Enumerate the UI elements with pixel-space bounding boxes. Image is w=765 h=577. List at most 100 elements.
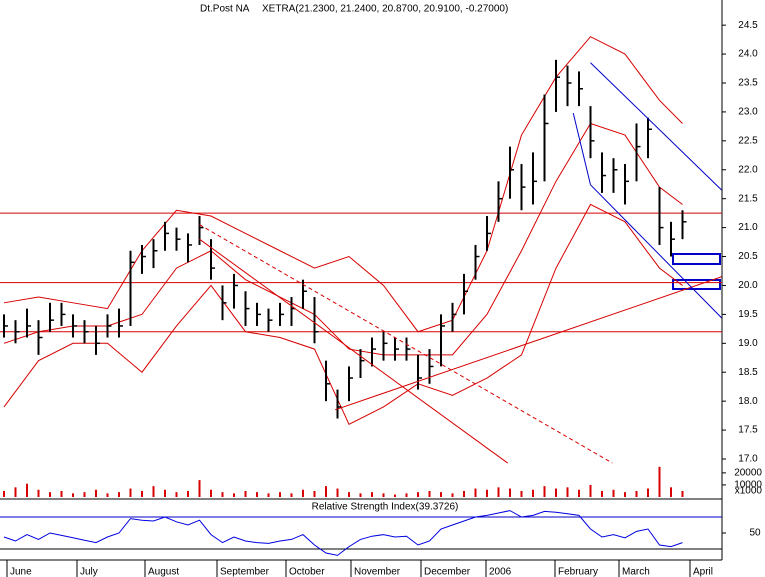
volume-bar	[359, 493, 362, 497]
volume-bar	[49, 492, 51, 497]
volume-bar	[555, 488, 557, 497]
x-tick-label: September	[220, 567, 270, 577]
chart-title: Dt.Post NA	[200, 4, 250, 15]
volume-bar	[175, 492, 178, 497]
volume-bar	[95, 489, 97, 497]
y-tick-label: 22.5	[738, 135, 758, 146]
volume-bar	[37, 489, 40, 497]
y-tick-label: 22.0	[738, 164, 758, 175]
y-tick-label: 18.0	[738, 396, 758, 407]
volume-bar	[256, 492, 258, 497]
volume-bar	[474, 488, 477, 497]
volume-bar	[658, 466, 661, 497]
y-tick-label: 24.5	[738, 20, 758, 31]
y-tick-label: 10000	[734, 480, 762, 491]
volume-bar	[624, 492, 626, 497]
volume-bar	[279, 492, 281, 497]
volume-bar	[72, 493, 74, 497]
x-tick-label: July	[80, 567, 98, 577]
volume-bar	[382, 493, 385, 497]
trendline	[335, 276, 722, 411]
rsi-title: Relative Strength Index(39.3726)	[312, 502, 459, 513]
volume-bar	[394, 494, 396, 497]
y-tick-label: 17.0	[738, 454, 758, 465]
volume-bar	[129, 488, 132, 497]
volume-bar	[14, 487, 17, 497]
volume-bar	[313, 490, 316, 497]
volume-bar	[233, 493, 235, 497]
volume-bar	[302, 489, 304, 497]
trendline	[572, 112, 591, 185]
volume-bar	[405, 493, 408, 497]
volume-bar	[221, 492, 224, 497]
y-tick-label: 50	[749, 528, 761, 539]
volume-bar	[497, 487, 500, 497]
y-tick-label: 20.5	[738, 251, 758, 262]
marker-box	[672, 279, 721, 290]
volume-bar	[543, 486, 546, 497]
volume-bar	[244, 490, 247, 497]
x-tick-label: February	[558, 567, 598, 577]
y-tick-label: 20.0	[738, 280, 758, 291]
volume-bar	[670, 487, 672, 497]
volume-bar	[3, 490, 5, 497]
y-tick-label: 19.0	[738, 338, 758, 349]
volume-bar	[440, 492, 442, 497]
volume-bar	[198, 480, 201, 497]
volume-bar	[532, 489, 534, 497]
volume-bar	[164, 489, 166, 497]
x-tick-label: November	[354, 567, 401, 577]
x-tick-label: 2006	[489, 567, 512, 577]
volume-bar	[589, 484, 592, 497]
volume-bar	[325, 486, 327, 497]
volume-bar	[210, 489, 212, 497]
volume-bar	[267, 493, 270, 497]
volume-bar	[612, 489, 615, 497]
volume-bar	[371, 492, 373, 497]
trendline	[590, 62, 722, 191]
rsi-line	[3, 510, 683, 556]
volume-bar	[520, 490, 523, 497]
band-upper	[3, 36, 683, 333]
trendline	[199, 238, 508, 464]
trendline	[590, 184, 722, 319]
volume-bar	[635, 490, 638, 497]
y-tick-label: 20000	[734, 468, 762, 479]
x-tick-label: June	[10, 567, 32, 577]
volume-bar	[578, 489, 580, 497]
x-tick-label: October	[289, 567, 325, 577]
y-tick-label: 19.5	[738, 309, 758, 320]
x-tick-label: April	[693, 567, 713, 577]
volume-bar	[566, 487, 569, 497]
volume-bar	[451, 493, 454, 497]
volume-unit: x1000	[735, 486, 763, 497]
volume-bar	[26, 483, 28, 497]
marker-box	[672, 253, 721, 265]
volume-bar	[647, 488, 649, 497]
volume-bar	[118, 492, 120, 497]
band-lower	[3, 203, 683, 425]
trendline	[199, 224, 613, 464]
volume-bar	[83, 492, 86, 497]
volume-bar	[463, 490, 465, 497]
volume-bar	[601, 490, 603, 497]
y-tick-label: 17.5	[738, 425, 758, 436]
y-tick-label: 24.0	[738, 49, 758, 60]
volume-bar	[187, 490, 189, 497]
volume-bar	[106, 493, 109, 497]
volume-bar	[60, 490, 63, 497]
volume-bar	[152, 486, 155, 497]
x-tick-label: December	[424, 567, 471, 577]
chart-subtitle: XETRA(21.2300, 21.2400, 20.8700, 20.9100…	[262, 4, 508, 15]
x-tick-label: March	[622, 567, 650, 577]
y-tick-label: 21.5	[738, 193, 758, 204]
volume-bar	[336, 488, 339, 497]
y-tick-label: 23.5	[738, 78, 758, 89]
volume-bar	[428, 490, 431, 497]
volume-bar	[486, 489, 488, 497]
volume-bar	[417, 492, 419, 497]
y-tick-label: 23.0	[738, 107, 758, 118]
